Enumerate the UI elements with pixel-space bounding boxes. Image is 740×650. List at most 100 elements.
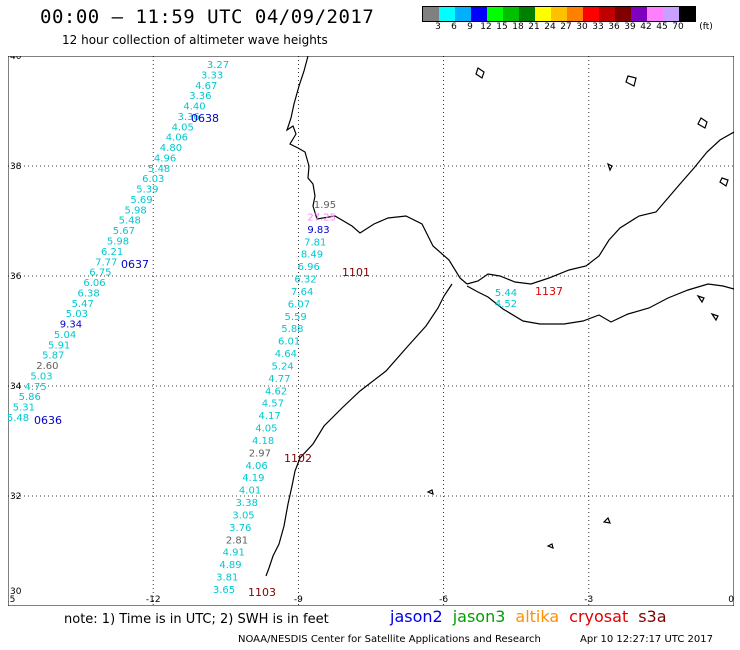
color-scale-label: 21 [528,22,540,32]
color-scale-label: 27 [560,22,572,32]
wave-height-value: 5.48 [148,164,170,175]
lon-tick-label: 0 [728,595,734,605]
generated-timestamp: Apr 10 12:27:17 UTC 2017 [580,634,713,645]
color-swatch [519,7,535,21]
wave-height-value: 5.67 [113,226,135,237]
wave-height-value: 3.36 [177,112,199,123]
wave-height-value: 2.60 [36,361,58,372]
satellite-track-3: 5.444.52 [495,288,517,310]
color-swatch [599,7,615,21]
satellite-track-1: 3.273.334.673.364.403.364.054.064.804.96… [8,60,229,424]
wave-height-value: 4.18 [252,436,274,447]
axis-ticks: -15 -12 -9 -6 -3 0 40 38 36 34 32 30 [8,56,734,605]
wave-height-value: 5.91 [48,340,70,351]
color-swatch [535,7,551,21]
wave-height-value: 4.05 [172,122,194,133]
wave-height-value: 5.69 [130,195,152,206]
wave-height-value: 4.62 [265,386,287,397]
chart-title: 00:00 – 11:59 UTC 04/09/2017 [40,6,375,28]
wave-height-value: 27.25 [307,212,336,223]
wave-height-value: 3.65 [213,585,235,596]
lat-tick-label: 38 [10,162,22,172]
color-swatch [567,7,583,21]
color-swatch [487,7,503,21]
lon-tick-label: -15 [8,595,15,605]
lat-tick-label: 36 [10,272,22,282]
legend-entry-altika: altika [515,607,560,626]
color-scale-label: 33 [592,22,604,32]
color-scale-bar [422,6,696,22]
color-swatch [631,7,647,21]
wave-height-value: 3.33 [201,70,223,81]
wave-height-value: 2.97 [249,448,271,459]
color-swatch [647,7,663,21]
wave-height-value: 5.47 [72,299,94,310]
color-swatch [663,7,679,21]
lat-tick-label: 32 [10,492,21,502]
pass-time-label: 1137 [535,285,563,298]
chart-subtitle: 12 hour collection of altimeter wave hei… [62,33,328,47]
color-swatch [503,7,519,21]
wave-height-value: 6.03 [142,174,164,185]
wave-height-value: 5.39 [136,185,158,196]
color-swatch [679,7,695,21]
lon-tick-label: -9 [294,595,303,605]
satellite-legend: jason2 jason3 altika cryosat s3a [390,607,677,626]
wave-height-value: 6.75 [89,268,111,279]
wave-height-value: 9.83 [307,225,329,236]
wave-height-value: 5.03 [66,309,88,320]
color-swatch [583,7,599,21]
wave-height-value: 3.36 [189,91,211,102]
wave-height-value: 4.80 [160,143,182,154]
wave-height-value: 6.07 [288,299,310,310]
map-frame [8,56,734,606]
color-scale-label: 12 [480,22,492,32]
credit-line: NOAA/NESDIS Center for Satellite Applica… [238,634,541,645]
color-scale-label: 30 [576,22,588,32]
wave-height-value: 4.89 [219,560,241,571]
wave-height-value: 5.48 [119,216,141,227]
pass-time-label: 1103 [248,586,276,599]
wave-height-value: 4.17 [258,411,280,422]
color-scale-label: 42 [640,22,652,32]
lat-tick-label: 40 [10,56,22,62]
legend-entry-jason3: jason3 [452,607,506,626]
wave-height-value: 4.91 [223,548,245,559]
wave-height-value: 3.76 [229,523,251,534]
lat-tick-label: 34 [10,382,22,392]
wave-height-value: 4.77 [268,374,290,385]
wave-height-value: 4.05 [255,424,277,435]
pass-time-label: 0636 [34,414,62,427]
wave-height-value: 4.57 [262,399,284,410]
lat-tick-label: 30 [10,587,22,597]
color-scale-label: 45 [656,22,668,32]
wave-height-value: 1.95 [314,200,336,211]
wave-height-value: 3.81 [216,573,238,584]
wave-height-value: 5.98 [107,237,129,248]
color-scale-label: 36 [608,22,620,32]
wave-height-value: 9.34 [60,320,82,331]
wave-height-value: 4.75 [25,382,47,393]
wave-height-value: 4.06 [166,133,188,144]
wave-height-value: 5.88 [281,324,303,335]
color-swatch [455,7,471,21]
pass-time-label: 0637 [121,258,149,271]
pass-time-labels: 0638 0637 0636 1101 1102 1103 1137 [34,112,563,599]
color-swatch [423,7,439,21]
color-swatch [439,7,455,21]
legend-entry-s3a: s3a [638,607,667,626]
color-scale-label: 6 [451,22,457,32]
wave-height-value: 6.01 [278,337,300,348]
wave-height-value: 4.19 [242,473,264,484]
wave-height-value: 5.03 [30,371,52,382]
color-swatch [551,7,567,21]
wave-height-value: 4.64 [275,349,297,360]
wave-height-value: 7.64 [291,287,313,298]
wave-height-value: 3.38 [236,498,258,509]
footnote: note: 1) Time is in UTC; 2) SWH is in fe… [64,612,329,627]
wave-height-value: 2.81 [226,535,248,546]
wave-height-value: 7.77 [95,257,117,268]
wave-height-value: 4.52 [495,299,517,310]
wave-height-value: 4.06 [245,461,267,472]
wave-height-value: 4.96 [154,153,176,164]
